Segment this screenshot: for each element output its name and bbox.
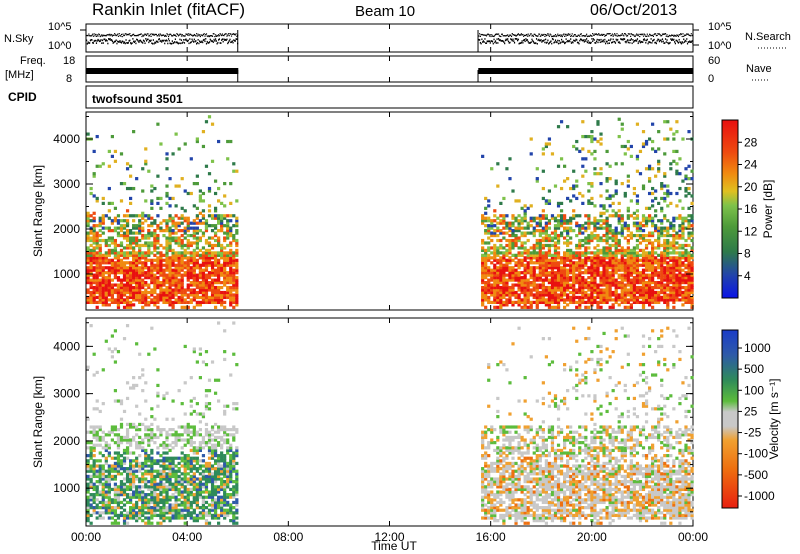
title: Rankin Inlet (fitACF) <box>92 0 245 19</box>
colorbar-tick-label: 24 <box>744 158 758 172</box>
x-tick-label: 04:00 <box>172 530 202 544</box>
y-tick-label: 3000 <box>53 177 80 191</box>
nsky-label: N.Sky <box>4 33 34 45</box>
nsearch-top-tick: 10^5 <box>708 21 732 33</box>
colorbar-tick-label: 4 <box>744 269 751 283</box>
velocity-colorbar: 1000 500 100 25 -25 -100 -500 -1000 <box>721 329 775 509</box>
power-colorbar: 4 8 12 16 20 24 28 <box>721 119 758 299</box>
colorbar-tick-label: -1000 <box>744 489 775 503</box>
x-tick-label: 00:00 <box>678 530 708 544</box>
x-axis: 00:00 04:00 08:00 12:00 16:00 20:00 00:00 <box>71 24 708 544</box>
power-ylabel: Slant Range [km] <box>31 165 45 257</box>
date-label: 06/Oct/2013 <box>590 2 677 19</box>
nsearch-label: N.Search <box>745 31 791 43</box>
x-tick-label: 12:00 <box>374 530 404 544</box>
power-panel: 1000 2000 3000 4000 <box>53 111 694 311</box>
colorbar-tick-label: -100 <box>744 447 768 461</box>
y-tick-label: 1000 <box>53 267 80 281</box>
colorbar-tick-label: 12 <box>744 224 758 238</box>
y-tick-label: 2000 <box>53 222 80 236</box>
freq-unit: [MHz] <box>5 69 34 81</box>
velocity-panel: 1000 2000 3000 4000 <box>53 317 694 527</box>
nave-top-tick: 60 <box>708 55 720 67</box>
y-tick-label: 4000 <box>53 132 80 146</box>
colorbar-tick-label: 100 <box>744 383 764 397</box>
nsky-bottom-tick: 10^0 <box>48 40 72 52</box>
velocity-colorbar-label: Velocity [m s⁻¹] <box>767 378 781 459</box>
nave-bottom-tick: 0 <box>708 73 714 85</box>
cpid-strip <box>85 85 694 109</box>
colorbar-tick-label: -500 <box>744 468 768 482</box>
x-tick-label: 00:00 <box>71 530 101 544</box>
colorbar-tick-label: 25 <box>744 404 758 418</box>
colorbar-tick-label: 16 <box>744 202 758 216</box>
x-tick-label: 20:00 <box>577 530 607 544</box>
cpid-value: twofsound 3501 <box>92 92 183 106</box>
freq-label: Freq. <box>20 55 46 67</box>
x-axis-label: Time UT <box>371 539 417 553</box>
freq-bottom-tick: 8 <box>66 73 72 85</box>
y-tick-label: 3000 <box>53 387 80 401</box>
y-tick-label: 4000 <box>53 339 80 353</box>
nsky-top-tick: 10^5 <box>48 21 72 33</box>
colorbar-tick-label: -25 <box>744 426 762 440</box>
colorbar-tick-label: 500 <box>744 362 764 376</box>
nsearch-bottom-tick: 10^0 <box>708 40 732 52</box>
beam-label: Beam 10 <box>355 3 415 20</box>
x-tick-label: 16:00 <box>476 530 506 544</box>
y-tick-label: 1000 <box>53 481 80 495</box>
power-colorbar-label: Power [dB] <box>761 180 775 239</box>
colorbar-tick-label: 20 <box>744 180 758 194</box>
cpid-label: CPID <box>8 90 37 104</box>
y-tick-label: 2000 <box>53 434 80 448</box>
velocity-ylabel: Slant Range [km] <box>31 376 45 468</box>
colorbar-tick-label: 1000 <box>744 341 771 355</box>
colorbar-tick-label: 8 <box>744 247 751 261</box>
nave-label: Nave <box>746 63 772 75</box>
x-tick-label: 08:00 <box>273 530 303 544</box>
freq-top-tick: 18 <box>63 55 75 67</box>
colorbar-tick-label: 28 <box>744 135 758 149</box>
